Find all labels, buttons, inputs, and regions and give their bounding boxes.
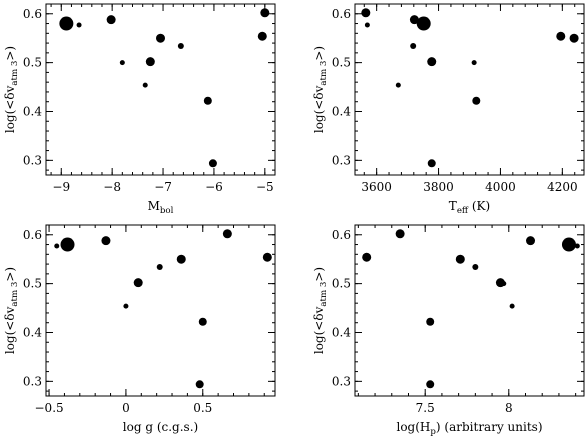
data-point bbox=[361, 8, 371, 18]
y-axis-label: log(<δvatm 3>) bbox=[312, 46, 329, 133]
plot-frame bbox=[45, 224, 276, 397]
plot-frame bbox=[45, 3, 276, 176]
y-tick-label: 0.6 bbox=[332, 228, 351, 242]
data-point bbox=[142, 82, 148, 88]
data-point bbox=[176, 254, 186, 264]
data-point bbox=[427, 57, 437, 67]
data-point bbox=[395, 82, 401, 88]
x-axis-label: Teff (K) bbox=[449, 199, 490, 216]
data-point bbox=[561, 237, 576, 252]
data-point bbox=[106, 15, 116, 25]
x-tick-label: 3800 bbox=[423, 180, 454, 194]
panel-top-left: −9 −8 −7 −6 −5 0.3 0.4 0.5 0.6 Mbol log(<δvatm 3>) bbox=[3, 3, 276, 216]
data-point bbox=[501, 281, 507, 287]
data-point bbox=[427, 159, 436, 168]
y-tick-label: 0.3 bbox=[332, 374, 351, 388]
panel-top-right: 3600 3800 4000 4200 0.3 0.4 0.5 0.6 Teff (K) log(… bbox=[312, 3, 585, 216]
data-point bbox=[203, 96, 212, 105]
y-tick-label: 0.3 bbox=[23, 153, 42, 167]
data-point bbox=[156, 264, 163, 271]
y-tick-label: 0.4 bbox=[332, 104, 351, 118]
data-point bbox=[262, 252, 272, 262]
y-tick-label: 0.6 bbox=[332, 7, 351, 21]
plot-frame bbox=[354, 3, 585, 176]
data-point bbox=[471, 60, 477, 66]
data-point bbox=[60, 237, 75, 252]
data-point bbox=[195, 380, 204, 389]
data-point bbox=[101, 236, 111, 246]
y-axis-label: log(<δvatm 3>) bbox=[3, 267, 20, 354]
x-tick-label: 7.5 bbox=[416, 401, 435, 415]
data-point bbox=[455, 254, 465, 264]
data-point bbox=[76, 22, 82, 28]
x-tick-label: −6 bbox=[205, 180, 223, 194]
y-axis-label: log(<δvatm 3>) bbox=[3, 46, 20, 133]
data-point bbox=[257, 31, 267, 41]
y-tick-label: 0.5 bbox=[23, 56, 42, 70]
x-axis-label: log(Hp) (arbitrary units) bbox=[396, 420, 542, 437]
y-tick-label: 0.5 bbox=[332, 277, 351, 291]
data-point bbox=[123, 303, 129, 309]
y-tick-label: 0.3 bbox=[332, 153, 351, 167]
y-tick-label: 0.4 bbox=[332, 325, 351, 339]
y-tick-label: 0.4 bbox=[23, 325, 42, 339]
plot-frame bbox=[354, 224, 585, 397]
data-point bbox=[410, 43, 417, 50]
data-point bbox=[472, 96, 481, 105]
data-point bbox=[569, 33, 579, 43]
data-point bbox=[198, 317, 207, 326]
x-tick-label: 0.5 bbox=[193, 401, 212, 415]
data-point bbox=[177, 43, 184, 50]
y-tick-label: 0.6 bbox=[23, 228, 42, 242]
x-tick-label: −0.5 bbox=[35, 401, 64, 415]
data-point bbox=[222, 229, 232, 239]
data-point bbox=[416, 16, 431, 31]
x-tick-label: −9 bbox=[52, 180, 70, 194]
data-point bbox=[426, 317, 435, 326]
y-tick-label: 0.6 bbox=[23, 7, 42, 21]
data-point bbox=[409, 15, 419, 25]
data-point bbox=[362, 252, 372, 262]
data-point bbox=[556, 31, 566, 41]
data-point bbox=[426, 380, 435, 389]
data-point bbox=[156, 33, 165, 43]
x-tick-label: 0 bbox=[122, 401, 130, 415]
data-point bbox=[395, 229, 405, 239]
data-point bbox=[145, 57, 155, 67]
y-tick-label: 0.5 bbox=[332, 56, 351, 70]
data-point bbox=[208, 159, 217, 168]
data-point bbox=[133, 278, 143, 288]
data-point bbox=[119, 60, 125, 66]
data-point bbox=[526, 236, 536, 246]
panel-bottom-left: −0.5 0 0.5 0.3 0.4 0.5 0.6 log g (c.g.s.) log(<δ… bbox=[3, 224, 276, 434]
x-tick-label: 4000 bbox=[485, 180, 516, 194]
data-point bbox=[509, 303, 515, 309]
x-tick-label: 3600 bbox=[361, 180, 392, 194]
x-tick-label: 4200 bbox=[547, 180, 578, 194]
x-tick-label: −7 bbox=[154, 180, 172, 194]
panel-bottom-right: 7.5 8 0.3 0.4 0.5 0.6 log(Hp) (arbitrary units… bbox=[312, 224, 585, 437]
data-point bbox=[260, 8, 270, 18]
x-axis-label: log g (c.g.s.) bbox=[123, 420, 198, 434]
x-tick-label: −8 bbox=[103, 180, 121, 194]
data-point bbox=[364, 22, 370, 28]
x-axis-label: Mbol bbox=[148, 199, 174, 216]
data-point bbox=[59, 16, 74, 31]
data-point bbox=[574, 243, 580, 249]
x-tick-label: 8 bbox=[505, 401, 513, 415]
data-point bbox=[54, 243, 60, 249]
x-tick-label: −5 bbox=[256, 180, 274, 194]
y-tick-label: 0.4 bbox=[23, 104, 42, 118]
y-tick-label: 0.3 bbox=[23, 374, 42, 388]
data-point bbox=[472, 264, 479, 271]
y-axis-label: log(<δvatm 3>) bbox=[312, 267, 329, 354]
y-tick-label: 0.5 bbox=[23, 277, 42, 291]
